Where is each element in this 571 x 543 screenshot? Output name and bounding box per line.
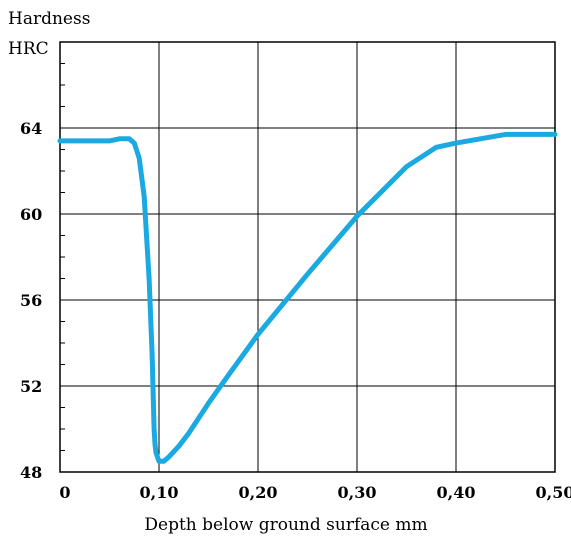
- x-tick-label: 0,10: [140, 483, 179, 502]
- gridlines: [60, 42, 555, 472]
- y-tick-label: 60: [20, 205, 42, 224]
- x-tick-label: 0,20: [239, 483, 278, 502]
- x-tick-label: 0,50: [536, 483, 571, 502]
- y-axis-label-line1: Hardness: [8, 9, 90, 29]
- y-axis-label-line2: HRC: [8, 39, 49, 59]
- hardness-curve: [57, 131, 558, 464]
- x-axis-label: Depth below ground surface mm: [144, 515, 427, 535]
- x-tick-labels: 0 0,10 0,20 0,30 0,40 0,50: [59, 483, 571, 502]
- plot-frame: [59, 41, 556, 473]
- x-tick-label: 0: [59, 483, 70, 502]
- x-tick-label: 0,30: [338, 483, 377, 502]
- y-tick-label: 48: [20, 463, 42, 482]
- y-tick-label: 56: [20, 291, 42, 310]
- x-tick-label: 0,40: [437, 483, 476, 502]
- y-tick-labels: 48 52 56 60 64: [20, 119, 42, 482]
- minor-ticks: [60, 63, 65, 451]
- y-tick-label: 52: [20, 377, 42, 396]
- y-tick-label: 64: [20, 119, 42, 138]
